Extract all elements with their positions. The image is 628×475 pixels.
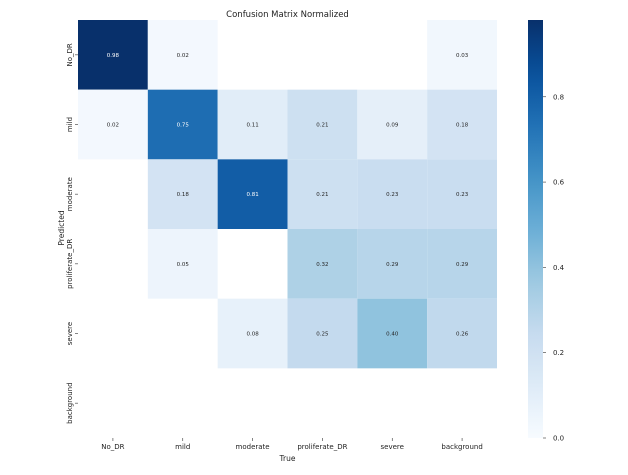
y-tick-label: mild bbox=[66, 117, 74, 132]
heatmap-cell bbox=[147, 159, 218, 229]
y-tick-label: moderate bbox=[66, 177, 74, 211]
colorbar-tick-label: 0.0 bbox=[553, 435, 564, 443]
cell-value-label: 0.29 bbox=[456, 262, 469, 268]
heatmap-cell bbox=[427, 89, 497, 160]
cell-value-label: 0.75 bbox=[177, 123, 190, 129]
x-tick-label: severe bbox=[381, 443, 404, 451]
cell-value-label: 0.32 bbox=[316, 262, 328, 268]
heatmap-cell bbox=[147, 20, 218, 90]
heatmap-cell bbox=[357, 159, 428, 229]
heatmap-cell bbox=[427, 229, 497, 299]
colorbar-gradient bbox=[528, 20, 543, 438]
y-tick-label: background bbox=[66, 382, 74, 423]
heatmap-cells: 0.98 0.02 0.03 0.02 0.75 0.11 0.21 0.09 0.18 0.18… bbox=[78, 20, 497, 369]
cell-value-label: 0.26 bbox=[456, 332, 469, 338]
heatmap-cell bbox=[427, 298, 497, 369]
heatmap-cell bbox=[427, 20, 497, 90]
heatmap-cell bbox=[147, 89, 218, 160]
x-axis-ticks: No_DR mild moderate proliferate_DR severe bac… bbox=[101, 438, 483, 451]
heatmap-cell bbox=[217, 159, 288, 229]
x-tick-label: moderate bbox=[236, 443, 270, 451]
colorbar-tick-label: 0.2 bbox=[553, 349, 564, 357]
cell-value-label: 0.02 bbox=[177, 53, 189, 59]
heatmap-cell bbox=[217, 298, 288, 369]
x-tick-label: No_DR bbox=[101, 443, 124, 451]
y-tick-label: No_DR bbox=[66, 43, 74, 66]
heatmap-cell bbox=[287, 159, 358, 229]
colorbar-tick-label: 0.6 bbox=[553, 179, 565, 187]
cell-value-label: 0.03 bbox=[456, 53, 469, 59]
x-tick-label: mild bbox=[175, 443, 190, 451]
heatmap-cell bbox=[287, 89, 358, 160]
heatmap-cell bbox=[427, 159, 497, 229]
cell-value-label: 0.29 bbox=[386, 262, 399, 268]
cell-value-label: 0.21 bbox=[316, 123, 328, 129]
cell-value-label: 0.23 bbox=[456, 192, 469, 198]
heatmap-cell bbox=[78, 89, 148, 160]
cell-value-label: 0.40 bbox=[386, 332, 399, 338]
cell-value-label: 0.09 bbox=[386, 123, 399, 129]
cell-value-label: 0.81 bbox=[246, 192, 258, 198]
heatmap-cell bbox=[357, 298, 428, 369]
heatmap-cell bbox=[78, 20, 148, 90]
heatmap-cell bbox=[287, 229, 358, 299]
cell-value-label: 0.08 bbox=[246, 332, 259, 338]
x-axis-label: True bbox=[279, 454, 296, 463]
colorbar-tick-label: 0.4 bbox=[553, 264, 565, 272]
cell-value-label: 0.23 bbox=[386, 192, 399, 198]
cell-value-label: 0.02 bbox=[107, 123, 119, 129]
cell-value-label: 0.11 bbox=[246, 123, 258, 129]
cell-value-label: 0.98 bbox=[107, 53, 120, 59]
cell-value-label: 0.18 bbox=[456, 123, 469, 129]
colorbar-tick-label: 0.8 bbox=[553, 93, 564, 101]
heatmap-cell bbox=[147, 229, 218, 299]
chart-title: Confusion Matrix Normalized bbox=[226, 10, 349, 20]
x-tick-label: background bbox=[441, 443, 482, 451]
cell-value-label: 0.21 bbox=[316, 192, 328, 198]
heatmap-cell bbox=[287, 298, 358, 369]
heatmap-cell bbox=[357, 89, 428, 160]
y-axis-label: Predicted bbox=[57, 210, 66, 245]
heatmap-cell bbox=[357, 229, 428, 299]
cell-value-label: 0.05 bbox=[177, 262, 190, 268]
y-tick-label: severe bbox=[66, 322, 74, 345]
colorbar: 0.0 0.2 0.4 0.6 0.8 bbox=[528, 20, 565, 443]
y-tick-label: proliferate_DR bbox=[66, 239, 74, 289]
cell-value-label: 0.25 bbox=[316, 332, 329, 338]
cell-value-label: 0.18 bbox=[177, 192, 190, 198]
x-tick-label: proliferate_DR bbox=[297, 443, 347, 451]
heatmap-cell bbox=[217, 89, 288, 160]
